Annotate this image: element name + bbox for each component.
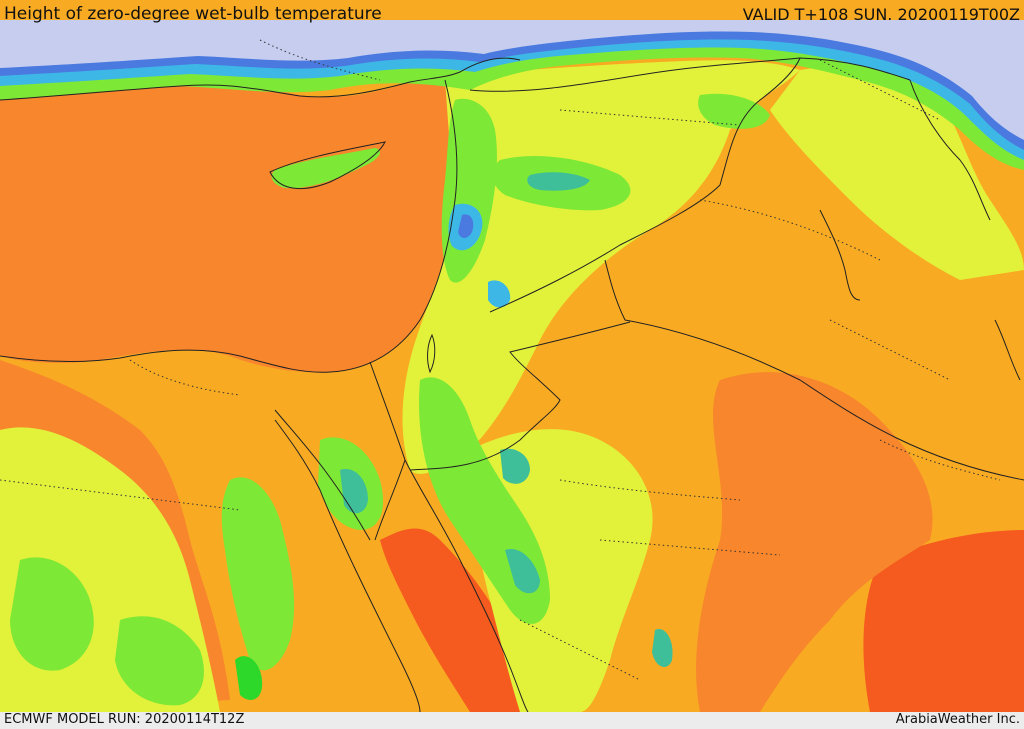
egypt-green-1 [10, 557, 94, 671]
border-iraq-saudi [604, 259, 1024, 481]
north-iraq-yellow [770, 66, 1024, 280]
cyprus-green [271, 148, 380, 189]
dead-sea [427, 333, 436, 374]
turkey-lavender [0, 20, 1024, 140]
saudi-teal [505, 549, 540, 594]
lebanon-blue [458, 214, 474, 238]
border-turkey-syria [469, 57, 911, 92]
mediterranean-sea [0, 79, 457, 373]
credit: ArabiaWeather Inc. [895, 712, 1020, 727]
saudi-teal-2 [652, 629, 673, 667]
footer-bar [0, 712, 1024, 729]
cyprus-outline [269, 141, 386, 190]
border-egypt-israel [369, 361, 406, 461]
persian-gulf-coast [819, 209, 1021, 381]
med-coastline [0, 79, 458, 373]
border-jordan-saudi [409, 321, 631, 471]
arabia-south-east-red [863, 530, 1024, 712]
border-iraq-iran [909, 79, 991, 221]
syria-teal [527, 172, 590, 191]
valid-time: VALID T+108 SUN. 20200119T00Z [742, 5, 1020, 24]
jordan-teal-2 [500, 448, 530, 484]
egypt-green-3 [115, 616, 204, 706]
arabia-yellow [470, 429, 653, 712]
iraq-green [698, 93, 770, 129]
arabia-center-orange [696, 372, 933, 712]
model-run: ECMWF MODEL RUN: 20200114T12Z [4, 712, 245, 727]
red-sea-coast-east [404, 459, 529, 713]
map-title: Height of zero-degree wet-bulb temperatu… [4, 4, 382, 24]
red-sea-zone [380, 528, 528, 712]
gulf-suez [274, 409, 406, 541]
egypt-bright-green [235, 656, 263, 700]
golan-cyan [488, 280, 511, 308]
red-sea-coast-west [274, 419, 421, 713]
dotted-boundaries [0, 39, 1001, 681]
turkey-coastline [0, 57, 521, 101]
egypt-green-2 [221, 477, 295, 671]
border-syria-iraq [489, 57, 801, 313]
